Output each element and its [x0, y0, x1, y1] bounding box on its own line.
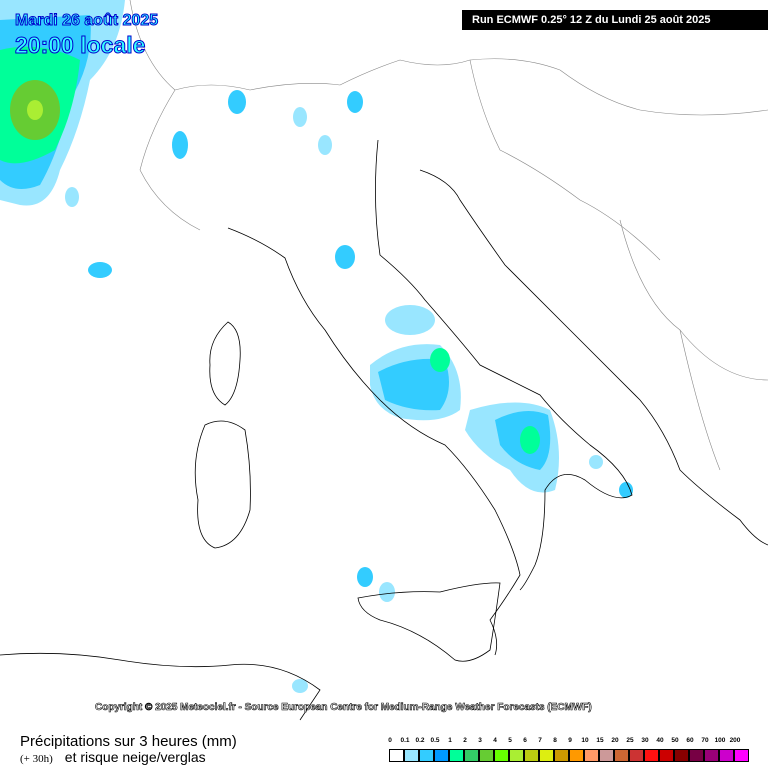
- legend-label: 9: [568, 737, 572, 744]
- legend-label: 30: [641, 737, 649, 744]
- lead-time: (+ 30h): [20, 753, 53, 765]
- precip-marche: [385, 305, 435, 335]
- precipitation-map: [0, 0, 768, 721]
- legend-label: 7: [538, 737, 542, 744]
- legend-swatch: [539, 749, 554, 762]
- legend-swatch: [689, 749, 704, 762]
- subtitle-text: et risque neige/verglas: [64, 749, 206, 765]
- legend-swatch: [569, 749, 584, 762]
- forecast-date: Mardi 26 août 2025: [14, 12, 159, 30]
- forecast-time: 20:00 locale: [14, 32, 146, 59]
- precip-spot: [228, 90, 246, 114]
- copyright-notice: Copyright © 2025 Meteociel.fr - Source E…: [95, 702, 592, 714]
- legend-swatch: [479, 749, 494, 762]
- sicily-coastline: [357, 582, 501, 662]
- balkan-coastline: [419, 169, 768, 546]
- legend-label: 6: [523, 737, 527, 744]
- legend-label: 15: [596, 737, 604, 744]
- legend-swatch: [404, 749, 419, 762]
- legend-swatch: [614, 749, 629, 762]
- legend-label: 40: [656, 737, 664, 744]
- legend-swatch: [704, 749, 719, 762]
- legend-swatch: [719, 749, 734, 762]
- precip-spot: [88, 262, 112, 278]
- coastlines-borders: [0, 0, 768, 721]
- legend-label: 1: [448, 737, 452, 744]
- legend-label: 0: [388, 737, 392, 744]
- corsica-coastline: [209, 321, 241, 406]
- precip-spot: [292, 679, 308, 693]
- map-subtitle: (+ 30h) et risque neige/verglas: [20, 749, 206, 765]
- legend-label: 0.1: [400, 737, 410, 744]
- legend-label: 10: [581, 737, 589, 744]
- legend-label: 0.2: [415, 737, 425, 744]
- legend-swatch: [494, 749, 509, 762]
- country-borders: [129, 0, 768, 471]
- legend-swatch: [449, 749, 464, 762]
- legend-swatch: [599, 749, 614, 762]
- precip-spot: [318, 135, 332, 155]
- legend-swatch: [434, 749, 449, 762]
- sardinia-coastline: [194, 420, 251, 549]
- legend-label: 3: [478, 737, 482, 744]
- legend-swatch: [464, 749, 479, 762]
- legend-swatch: [554, 749, 569, 762]
- precip-spot: [293, 107, 307, 127]
- legend-label: 25: [626, 737, 634, 744]
- legend-swatch: [734, 749, 749, 762]
- precip-spot: [357, 567, 373, 587]
- precip-abruzzo-peak: [430, 348, 450, 372]
- precip-lazio-core: [378, 358, 449, 411]
- precip-spot: [347, 91, 363, 113]
- legend-label: 70: [701, 737, 709, 744]
- precip-spot: [589, 455, 603, 469]
- legend-label: 100: [714, 737, 726, 744]
- africa-coastline: [0, 652, 321, 721]
- model-run-label: Run ECMWF 0.25° 12 Z du Lundi 25 août 20…: [462, 10, 768, 30]
- legend-label: 5: [508, 737, 512, 744]
- legend-swatch: [509, 749, 524, 762]
- legend-label: 20: [611, 737, 619, 744]
- legend-swatch: [389, 749, 404, 762]
- legend-swatch: [629, 749, 644, 762]
- precip-spot: [619, 482, 633, 498]
- legend-swatch: [674, 749, 689, 762]
- legend-label: 2: [463, 737, 467, 744]
- legend-swatch: [659, 749, 674, 762]
- legend-swatch: [644, 749, 659, 762]
- precip-spot: [335, 245, 355, 269]
- legend-label: 4: [493, 737, 497, 744]
- precip-spot: [379, 582, 395, 602]
- precip-basilicata-peak: [520, 426, 540, 454]
- legend-label: 8: [553, 737, 557, 744]
- legend-swatch: [584, 749, 599, 762]
- legend-swatch: [419, 749, 434, 762]
- map-title: Précipitations sur 3 heures (mm): [20, 733, 237, 750]
- legend-label: 200: [729, 737, 741, 744]
- precip-spot: [172, 131, 188, 159]
- legend-swatch: [524, 749, 539, 762]
- precipitation-areas: [0, 0, 633, 693]
- precip-spot: [65, 187, 79, 207]
- legend-label: 0.5: [430, 737, 440, 744]
- legend-label: 50: [671, 737, 679, 744]
- precip-nw-peak2: [27, 100, 43, 120]
- italy-coastline: [227, 139, 633, 656]
- legend-label: 60: [686, 737, 694, 744]
